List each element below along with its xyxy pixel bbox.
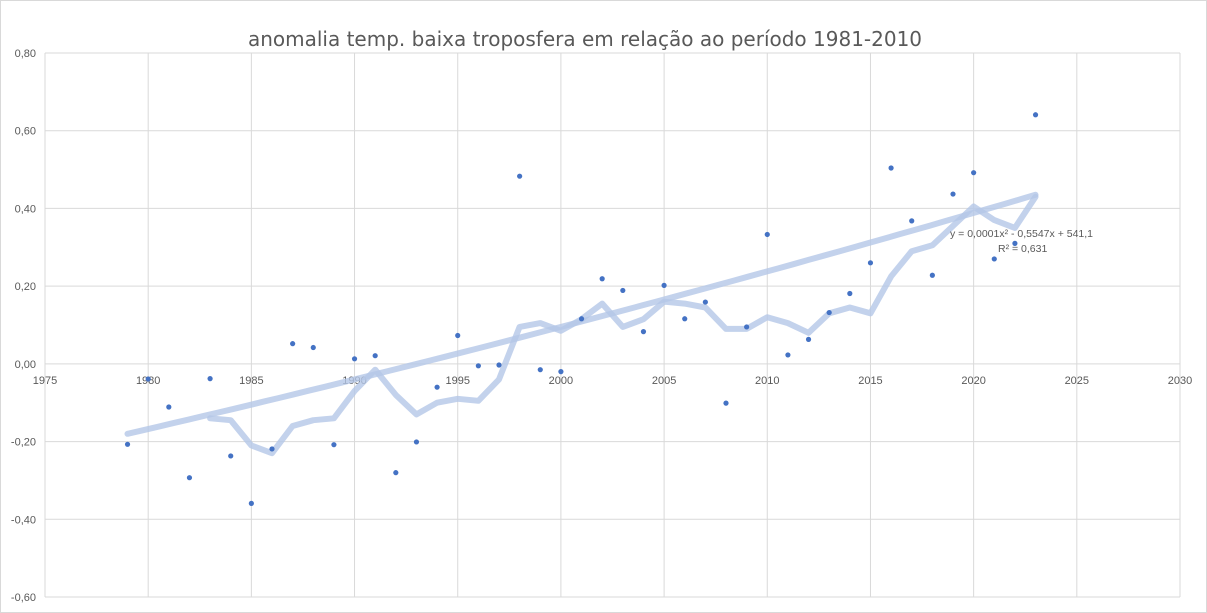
data-point <box>558 369 564 375</box>
data-point <box>537 367 543 373</box>
data-point <box>413 439 420 445</box>
data-point <box>661 282 667 288</box>
y-tick-label: 0,40 <box>15 203 36 215</box>
data-point <box>393 470 399 476</box>
data-point <box>496 362 502 368</box>
y-tick-label: 0,20 <box>15 281 36 293</box>
data-point <box>578 316 585 322</box>
data-point <box>351 356 358 362</box>
y-tick-label: -0,40 <box>11 514 36 526</box>
data-point <box>991 256 997 262</box>
data-point <box>186 475 193 481</box>
trendline-equation: y = 0,0001x² - 0,5547x + 541,1 <box>950 228 1093 240</box>
data-point <box>207 376 213 382</box>
data-point <box>785 352 791 358</box>
y-tick-label: 0,00 <box>15 359 36 371</box>
data-point <box>764 231 770 238</box>
data-point <box>517 173 523 179</box>
data-point <box>475 363 481 369</box>
data-point <box>702 299 708 305</box>
data-point <box>744 324 750 330</box>
data-point <box>805 336 812 342</box>
x-tick-label: 2025 <box>1065 375 1089 387</box>
y-tick-label: -0,60 <box>11 592 36 604</box>
chart-title: anomalia temp. baixa troposfera em relaç… <box>248 27 922 51</box>
data-point <box>124 441 131 447</box>
data-point <box>888 165 894 171</box>
x-tick-labels: 1975198019851990199520002005201020152020… <box>33 375 1192 387</box>
data-point <box>682 316 688 322</box>
data-point <box>723 400 729 406</box>
data-point <box>145 376 151 382</box>
data-point <box>372 353 378 359</box>
data-point <box>1032 112 1039 118</box>
data-points <box>124 112 1039 506</box>
data-point <box>929 272 935 278</box>
x-tick-label: 2030 <box>1168 375 1192 387</box>
x-tick-label: 2000 <box>549 375 573 387</box>
data-point <box>950 191 956 197</box>
data-point <box>269 446 275 452</box>
data-point <box>228 453 234 459</box>
data-point <box>971 170 977 176</box>
data-point <box>310 344 316 351</box>
x-tick-label: 2020 <box>961 375 985 387</box>
x-tick-label: 2005 <box>652 375 676 387</box>
trend-lines <box>124 191 1039 457</box>
y-tick-label: 0,60 <box>15 126 36 138</box>
data-point <box>826 309 832 316</box>
moving-average-line <box>207 193 1039 457</box>
data-point <box>847 290 853 297</box>
trendline-r-squared: R² = 0,631 <box>998 243 1047 255</box>
data-point <box>599 276 605 282</box>
data-point <box>620 287 626 294</box>
x-tick-label: 1975 <box>33 375 57 387</box>
data-point <box>640 329 647 335</box>
x-tick-label: 1985 <box>239 375 263 387</box>
data-point <box>867 260 874 266</box>
data-point <box>434 384 440 390</box>
data-point <box>455 332 461 339</box>
data-point <box>248 500 254 506</box>
x-tick-label: 2015 <box>858 375 882 387</box>
data-point <box>331 442 337 448</box>
data-point <box>166 404 172 410</box>
y-tick-label: 0,80 <box>15 48 36 60</box>
data-point <box>1012 240 1018 246</box>
x-tick-label: 2010 <box>755 375 779 387</box>
y-tick-label: -0,20 <box>11 437 36 449</box>
data-point <box>909 218 915 224</box>
y-tick-labels: -0,60 -0,40 -0,20 0,00 0,20 0,40 0,60 0,80 <box>11 48 36 604</box>
data-point <box>290 341 296 347</box>
x-tick-label: 1995 <box>445 375 469 387</box>
